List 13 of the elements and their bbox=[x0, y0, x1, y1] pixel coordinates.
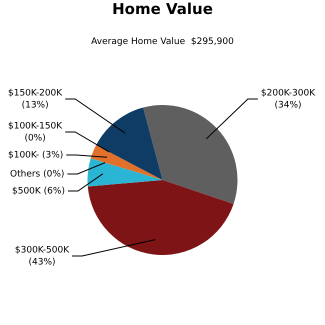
slice-label: $150K-200K bbox=[8, 88, 64, 98]
data-label: (43%) bbox=[28, 257, 56, 268]
chart-title: Home Value bbox=[111, 0, 214, 18]
data-label: (34%) bbox=[274, 100, 302, 110]
slice-label: $300K-500K bbox=[14, 245, 70, 256]
slice-label: $500K (6%) bbox=[12, 186, 65, 196]
legend-label: Others (0%) bbox=[10, 169, 64, 180]
slice-label: $200K-300K bbox=[260, 88, 316, 98]
slice-label: $100K- (3%) bbox=[8, 150, 64, 160]
chart-subtitle: Average Home Value $295,900 bbox=[90, 37, 235, 47]
data-label: (13%) bbox=[22, 100, 49, 110]
category-label: $100K-150K bbox=[8, 121, 62, 132]
text: (0%) bbox=[24, 133, 46, 144]
